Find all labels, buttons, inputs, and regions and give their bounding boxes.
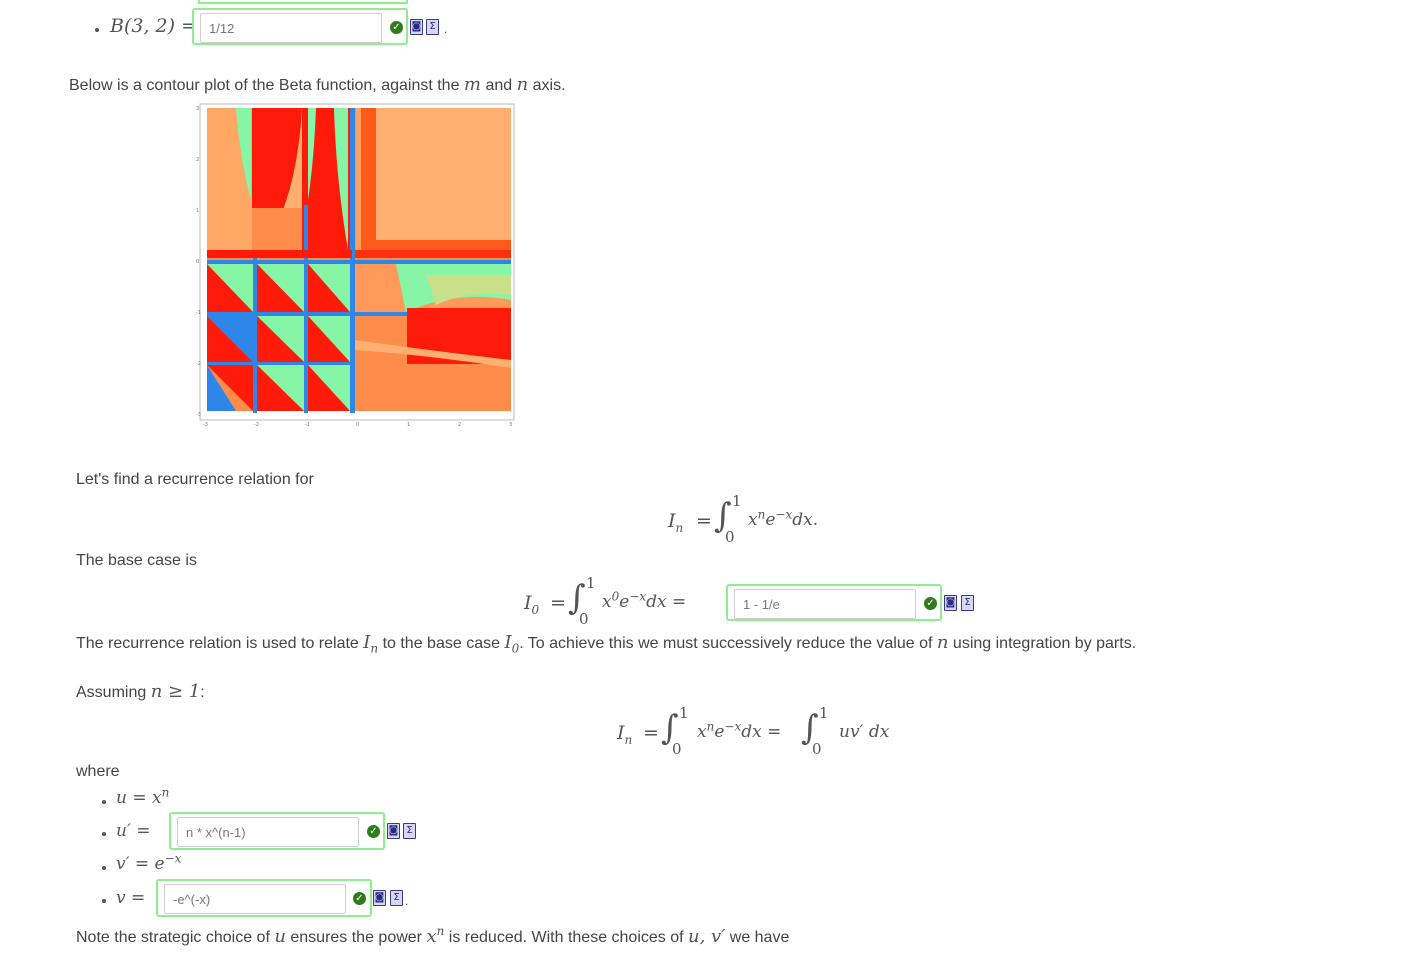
bullet: [102, 866, 106, 870]
def-dv: v′ = e−x: [116, 851, 182, 874]
x-tick: 3: [509, 422, 512, 428]
preview-icon[interactable]: ◙: [387, 823, 400, 839]
relation-text: The recurrence relation is used to relat…: [76, 632, 1137, 656]
du-answer-box: [169, 812, 385, 850]
def-du-label: u′ =: [116, 821, 151, 841]
v-answer-input[interactable]: [164, 884, 346, 914]
base-case-answer-input[interactable]: [734, 589, 916, 619]
check-icon: ✓: [390, 21, 403, 34]
sigma-icon[interactable]: Σ: [403, 823, 416, 839]
y-tick: 3: [196, 106, 199, 112]
x-tick: -1: [305, 422, 310, 428]
v-answer-box: [156, 879, 372, 917]
q1-answer-input[interactable]: [200, 13, 382, 43]
note-text: Note the strategic choice of u ensures t…: [76, 924, 790, 947]
sigma-icon[interactable]: Σ: [426, 19, 439, 35]
bullet: [95, 28, 99, 32]
eq-parts: In = ∫ 1 0 xne−xdx = ∫ 1 0 uv′ dx: [617, 704, 890, 758]
beta-contour-plot: 3 2 1 0 -1 -2 -3 -3 -2 -1 0 1 2 3: [196, 100, 520, 428]
check-icon: ✓: [924, 597, 937, 610]
bullet: [102, 899, 106, 903]
prev-answer-border: [198, 0, 408, 4]
where-label: where: [76, 763, 120, 780]
def-u: u = xn: [116, 785, 170, 808]
sigma-icon[interactable]: Σ: [961, 595, 974, 611]
assuming-text: Assuming n ≥ 1:: [76, 681, 205, 702]
y-tick: 2: [196, 157, 199, 163]
preview-icon[interactable]: ◙: [410, 19, 423, 35]
y-tick: -3: [196, 412, 201, 418]
q1-label: B(3, 2) =: [110, 15, 198, 37]
eq-In: In = ∫ 1 0 xne−xdx.: [668, 492, 819, 546]
q1-trailing: .: [444, 22, 448, 36]
check-icon: ✓: [367, 825, 380, 838]
x-tick: 1: [407, 422, 410, 428]
y-tick: 1: [196, 208, 199, 214]
sigma-icon[interactable]: Σ: [390, 890, 403, 906]
du-answer-input[interactable]: [177, 817, 359, 847]
x-tick: 2: [458, 422, 461, 428]
v-trailing: .: [405, 894, 409, 908]
eq-I0: I0 = ∫ 1 0 x0e−xdx =: [524, 574, 687, 628]
q1-answer-box: [192, 8, 408, 45]
recurrence-intro: Let's find a recurrence relation for: [76, 471, 314, 488]
y-tick: 0: [196, 259, 199, 265]
check-icon: ✓: [353, 892, 366, 905]
plot-intro: Below is a contour plot of the Beta func…: [69, 74, 566, 95]
preview-icon[interactable]: ◙: [944, 595, 957, 611]
base-case-label: The base case is: [76, 552, 197, 569]
y-tick: -1: [196, 310, 201, 316]
def-v-label: v =: [116, 888, 146, 908]
x-tick: 0: [356, 422, 359, 428]
x-tick: -3: [203, 422, 208, 428]
y-tick: -2: [196, 361, 201, 367]
bullet: [102, 832, 106, 836]
x-tick: -2: [254, 422, 259, 428]
bullet: [102, 800, 106, 804]
contour-plot-svg: 3 2 1 0 -1 -2 -3 -3 -2 -1 0 1 2 3: [196, 103, 515, 428]
base-case-answer-box: [726, 584, 942, 621]
preview-icon[interactable]: ◙: [373, 890, 386, 906]
